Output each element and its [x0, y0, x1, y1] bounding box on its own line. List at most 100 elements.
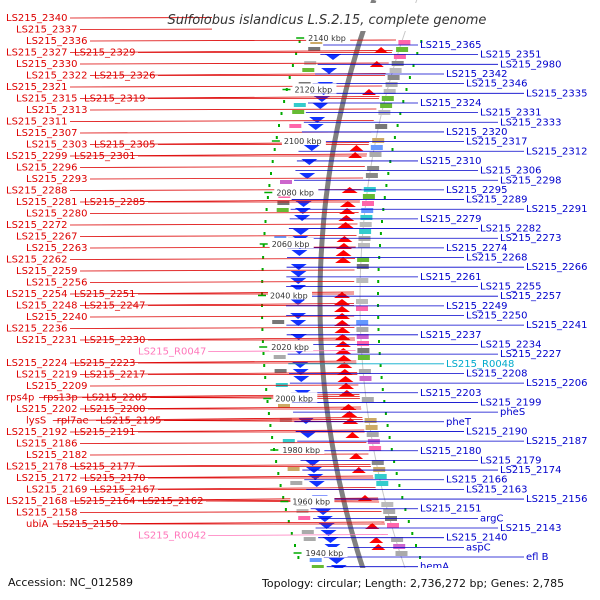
outer-guide-dot — [273, 148, 276, 151]
cog-color-block — [359, 222, 372, 227]
cog-color-block — [381, 502, 394, 507]
cog-color-block — [358, 369, 371, 374]
cog-color-block — [387, 523, 399, 528]
right-gene-label: LS215_2320 — [446, 127, 507, 138]
left-gene-label: LS215_2172 — [16, 473, 77, 484]
forward-gene-arrow — [338, 215, 355, 221]
left-gene-label: LS215_2240 — [26, 312, 87, 323]
outer-guide-dot — [261, 292, 263, 295]
cog-color-block — [298, 516, 311, 520]
forward-gene-arrow — [336, 362, 353, 368]
right-gene-label: LS215_2268 — [466, 253, 527, 264]
outer-guide-dot — [262, 352, 265, 355]
outer-guide-dot — [268, 184, 271, 187]
left-gene-label: LS215_2329 — [74, 48, 135, 59]
outer-guide-dot — [262, 256, 265, 259]
left-gene-label: LS215_2202 — [16, 404, 77, 415]
kbp-label: 2060 kbp — [272, 240, 310, 249]
left-leader-line — [79, 235, 357, 237]
outer-guide-dot — [297, 556, 300, 559]
left-gene-label: LS215_2327 — [6, 48, 67, 59]
reverse-gene-arrow — [294, 215, 311, 221]
cog-color-block — [391, 61, 404, 66]
left-gene-label: LS215_2164 — [74, 496, 135, 507]
cog-color-block — [308, 47, 321, 51]
left-gene-label: LS215_2307 — [16, 128, 77, 139]
left-gene-label: LS215_2200 — [84, 404, 145, 415]
inner-guide-dot — [419, 556, 421, 559]
inner-guide-dot — [379, 232, 382, 235]
cog-color-block — [362, 194, 375, 199]
inner-guide-dot — [380, 376, 383, 379]
left-gene-label: LS215_2293 — [26, 174, 87, 185]
topology-text: Topology: circular; Length: 2,736,272 bp… — [261, 577, 564, 590]
forward-gene-arrow — [339, 201, 356, 207]
left-leader-line — [89, 315, 355, 318]
right-gene-label: LS215_2180 — [420, 446, 481, 457]
cog-color-block — [385, 82, 398, 87]
outer-guide-dot — [282, 496, 285, 499]
left-gene-label: LS215_2262 — [6, 255, 67, 266]
forward-gene-arrow — [334, 320, 351, 326]
forward-gene-arrow — [342, 418, 359, 424]
cog-color-block — [309, 558, 322, 562]
left-gene-label: LS215_2337 — [16, 25, 77, 36]
kbp-ruler: 2140 kbp 2120 kbp 2100 kbp 2080 kbp 2060 kbp… — [258, 32, 351, 558]
cog-color-block — [369, 446, 382, 451]
cog-color-block — [357, 341, 369, 346]
left-gene-label: LS215_2177 — [74, 462, 135, 473]
cog-color-block — [356, 264, 369, 269]
inner-guide-dot — [381, 388, 384, 391]
left-gene-label: LS215_2162 — [142, 496, 203, 507]
right-gene-label: LS215_2151 — [420, 504, 481, 515]
cog-color-block — [372, 138, 385, 143]
forward-gene-arrow — [336, 236, 353, 242]
left-gene-label: LS215_2205 — [86, 393, 147, 404]
right-gene-label: LS215_2295 — [446, 185, 507, 196]
left-leader-line — [79, 199, 361, 203]
outer-guide-dot — [267, 412, 270, 415]
inner-guide-dot — [383, 196, 386, 199]
forward-gene-arrow — [335, 341, 352, 347]
right-gene-label: LS215_2298 — [500, 175, 561, 186]
outer-guide-dot — [287, 520, 290, 523]
outer-guide-dot — [263, 364, 266, 367]
kbp-label-backdrop — [274, 186, 319, 197]
right-gene-label: LS215_2174 — [500, 465, 561, 476]
right-gene-label: LS215_2234 — [480, 339, 541, 350]
outer-guide-dot — [280, 112, 283, 115]
left-gene-label: LS215_2299 — [6, 151, 67, 162]
reverse-gene-arrow — [316, 516, 333, 522]
outer-guide-dot — [264, 220, 267, 223]
outer-guide-dot — [275, 460, 278, 463]
inner-guide-dot — [411, 532, 414, 535]
outer-guide-dot — [269, 424, 272, 427]
left-gene-label: LS215_R0047 — [138, 347, 206, 358]
inner-guide-dot — [386, 424, 389, 427]
right-gene-label: pheS — [500, 407, 525, 418]
left-gene-label: LS215_2230 — [84, 335, 145, 346]
reverse-gene-arrow — [322, 537, 339, 543]
reverse-gene-arrow — [308, 481, 325, 487]
cog-color-block — [362, 201, 374, 206]
inner-guide-dot — [404, 508, 407, 511]
left-gene-label: LS215_2263 — [26, 243, 87, 254]
kbp-label-backdrop — [281, 135, 326, 145]
inner-guide-dot — [390, 448, 393, 451]
left-gene-label: LS215_2315 — [16, 94, 77, 105]
left-leader-line — [89, 384, 359, 387]
cog-color-block — [389, 68, 402, 73]
inner-guide-dot — [405, 88, 408, 91]
left-gene-label: rps4p — [6, 393, 34, 404]
cog-color-block — [360, 215, 373, 220]
cog-color-block — [311, 565, 324, 569]
left-gene-label: rps13p — [43, 393, 78, 404]
cog-color-block — [287, 467, 300, 471]
left-gene-label: LS215_2313 — [26, 105, 87, 116]
forward-gene-arrow — [335, 257, 352, 263]
left-leader-line — [79, 303, 355, 306]
inner-guide-dot — [388, 436, 391, 439]
left-gene-label: LS215_2247 — [84, 301, 145, 312]
left-leader-line — [79, 406, 361, 410]
